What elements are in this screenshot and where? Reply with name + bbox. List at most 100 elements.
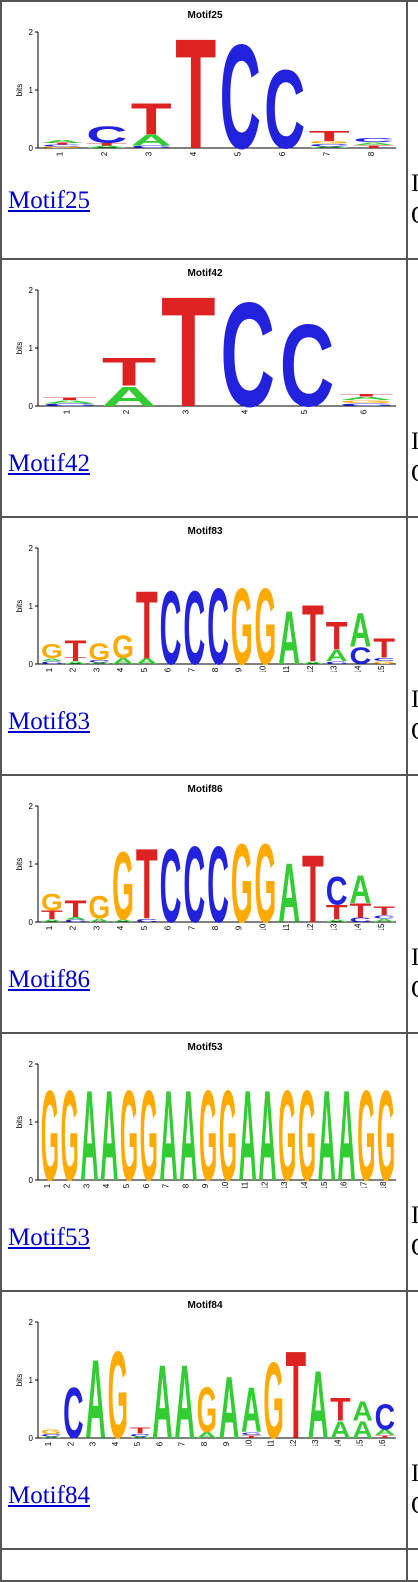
position-label: 6	[142, 1183, 151, 1188]
description-text: O	[411, 976, 418, 1004]
position-label: 1	[45, 925, 54, 930]
logo-letter: G	[140, 1063, 158, 1188]
position-label: 8	[211, 925, 220, 930]
position-label: 5	[140, 925, 149, 930]
logo-letter: C	[131, 145, 172, 149]
position-label: 8	[211, 667, 220, 672]
logo-title: Motif86	[188, 784, 223, 795]
logo-letter: A	[88, 918, 110, 924]
logo-letter: A	[65, 916, 87, 921]
logo-letter: T	[136, 572, 158, 672]
logo-letter: G	[88, 890, 110, 926]
logo-letter: G	[120, 1063, 138, 1188]
position-label: 4	[241, 409, 250, 414]
logo-letter: A	[131, 131, 172, 149]
logo-letter: A	[88, 662, 110, 665]
logo-letter: G	[199, 1063, 217, 1188]
logo-letter: T	[326, 613, 348, 658]
motif-link[interactable]: Motif53	[8, 1224, 90, 1251]
y-tick-label: 1	[29, 860, 34, 869]
motif-row	[2, 1550, 418, 1580]
position-label: 12	[306, 923, 315, 930]
logo-letter: C	[353, 137, 394, 143]
motif-link[interactable]: Motif83	[8, 708, 90, 735]
motif-row: Motif84 0 1 2 bits A C G 1 C 2 A 3 G 4 A C T 5 A 6 A 7 A G 8 A 9 T C A…	[2, 1292, 418, 1550]
y-axis-label: bits	[15, 1116, 24, 1128]
position-label: 13	[280, 1181, 289, 1188]
logo-letter: C	[65, 919, 87, 923]
position-label: 15	[320, 1181, 329, 1188]
motif-row: Motif25 0 1 2 bits G C T A 1 A T C 2 C A T 3 T 4 C 5 C 6 A C G T 7 T A…	[2, 2, 418, 260]
logo-letter: A	[326, 647, 348, 665]
logo-letter: T	[102, 349, 157, 394]
logo-letter: G	[112, 629, 134, 665]
motif-link[interactable]: Motif84	[8, 1482, 90, 1509]
motif-link[interactable]: Motif86	[8, 966, 90, 993]
position-label: 9	[235, 667, 244, 672]
logo-letter: G	[41, 888, 63, 915]
logo-letter: A	[102, 381, 157, 413]
logo-letter: G	[278, 1063, 296, 1188]
logo-letter: G	[373, 660, 395, 665]
y-tick-label: 1	[29, 344, 34, 353]
description-cell: IO	[410, 2, 418, 258]
logo-letter: C	[349, 916, 371, 923]
y-tick-label: 0	[29, 660, 34, 669]
position-label: 5	[140, 667, 149, 672]
logo-letter: G	[41, 1063, 59, 1188]
motif-link[interactable]: Motif42	[8, 450, 90, 477]
logo-letter: T	[65, 635, 87, 662]
logo-letter: T	[353, 144, 395, 148]
logo-letter: A	[130, 1436, 151, 1439]
position-label: 14	[333, 1439, 342, 1446]
position-label: 2	[63, 1183, 72, 1188]
logo-letter: G	[339, 399, 394, 404]
logo-letter: A	[337, 1063, 355, 1188]
logo-letter: G	[255, 821, 277, 930]
position-label: 6	[359, 409, 368, 414]
motif-cell: Motif84 0 1 2 bits A C G 1 C 2 A 3 G 4 A C T 5 A 6 A 7 A G 8 A 9 T C A…	[2, 1292, 408, 1548]
logo-letter: A	[239, 1063, 257, 1188]
y-tick-label: 2	[29, 802, 34, 811]
y-tick-label: 0	[29, 1434, 34, 1443]
position-label: 13	[311, 1439, 320, 1446]
logo-letter: A	[174, 1345, 194, 1446]
position-label: 4	[189, 151, 198, 156]
logo-letter: T	[65, 656, 88, 662]
position-label: 7	[162, 1183, 171, 1188]
logo-letter: C	[63, 1372, 83, 1446]
description-cell: IO	[410, 1292, 418, 1548]
position-label: 9	[235, 925, 244, 930]
logo-letter: C	[207, 824, 229, 930]
position-label: 15	[377, 665, 386, 672]
logo-letter: A	[352, 1416, 372, 1443]
logo-letter: C	[88, 659, 110, 663]
position-label: 12	[260, 1181, 269, 1188]
y-axis-label: bits	[15, 342, 24, 354]
motif-cell: Motif25 0 1 2 bits G C T A 1 A T C 2 C A T 3 T 4 C 5 C 6 A C G T 7 T A…	[2, 2, 408, 258]
position-label: 9	[201, 1183, 210, 1188]
position-label: 6	[164, 667, 173, 672]
logo-letter: A	[100, 1063, 118, 1188]
logo-letter: A	[302, 660, 324, 665]
position-label: 2	[100, 151, 109, 156]
position-label: 7	[187, 925, 196, 930]
logo-letter: T	[330, 1392, 351, 1428]
position-label: 18	[379, 1181, 388, 1188]
position-label: 2	[69, 925, 78, 930]
position-label: 11	[267, 1439, 276, 1446]
logo-letter: C	[241, 1432, 262, 1436]
position-label: 9	[222, 1441, 231, 1446]
logo-letter: C	[373, 914, 395, 920]
position-label: 3	[144, 151, 153, 156]
motif-link[interactable]: Motif25	[8, 187, 90, 214]
position-label: 3	[82, 1183, 91, 1188]
y-axis-label: bits	[15, 1374, 24, 1386]
position-label: 4	[116, 667, 125, 672]
logo-letter: T	[375, 1435, 396, 1439]
position-label: 15	[356, 1439, 365, 1446]
position-label: 11	[241, 1181, 250, 1188]
